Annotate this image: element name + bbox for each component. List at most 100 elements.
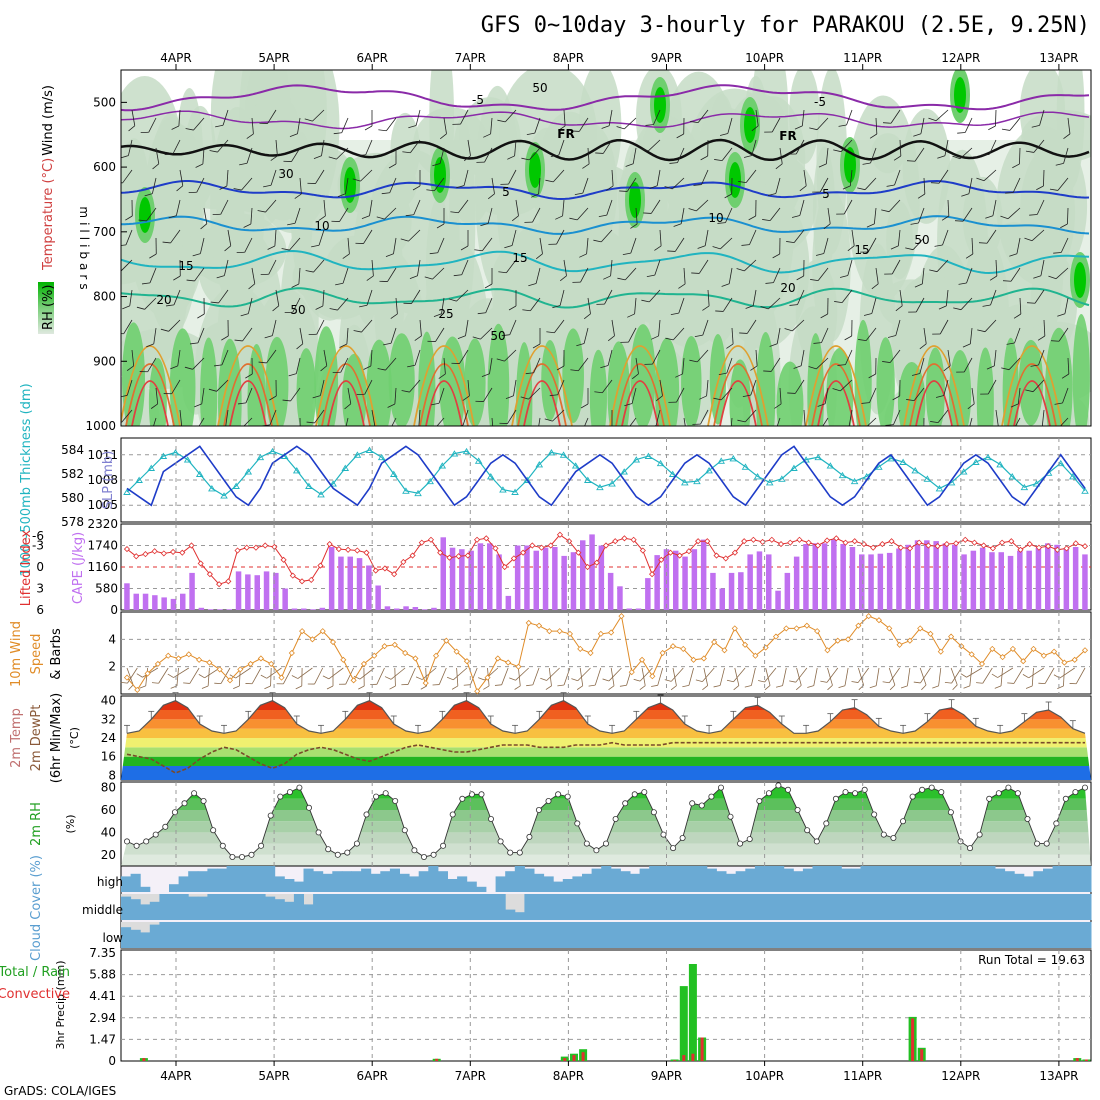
cape-bar (477, 543, 484, 610)
wind-barb (318, 199, 326, 221)
wind-barb-flag (569, 217, 578, 221)
surface-wind-barb-shaft (282, 667, 293, 685)
wind-barb-flag (438, 373, 446, 379)
wind-barb (388, 417, 397, 426)
rh-point (756, 798, 763, 805)
wind-barb-shaft (602, 139, 613, 154)
contour-label: 10 (314, 219, 329, 233)
rh-ytick: 40 (101, 825, 116, 839)
wind-barb-shaft (393, 237, 397, 254)
wind-barb-shaft (270, 169, 277, 186)
wind-barb-flag (1053, 252, 1062, 254)
wind-barb-shaft (1017, 387, 1021, 404)
contour-surface-lobe (719, 380, 757, 426)
wind-barb-flag (436, 223, 445, 229)
li-point (298, 578, 306, 585)
cloud-bar (1033, 871, 1044, 892)
wind-barb-shaft (966, 267, 973, 284)
wind-barb (1013, 297, 1022, 319)
cape-bar (505, 595, 512, 610)
cloud-bar (601, 922, 612, 948)
wind-barb-shaft (513, 379, 517, 396)
wind-barb (714, 147, 733, 162)
cape-bar (319, 607, 326, 610)
precip-conv-bar (682, 1055, 686, 1061)
wind-barb-flag (645, 124, 654, 126)
temp-band (121, 747, 1091, 757)
wind-barb (913, 117, 925, 137)
wind-barb-shaft (559, 289, 565, 306)
surface-wind-barb-shaft (938, 667, 942, 686)
cape-bar (161, 597, 167, 610)
wind-barb-flag (188, 428, 196, 435)
wind-barb-shaft (556, 229, 565, 245)
wind-barb (763, 357, 781, 372)
wind-barb-shaft (1067, 207, 1069, 225)
wind-barb-flag (627, 313, 635, 318)
cloud-bar (274, 922, 285, 948)
li-ytick: 3 (36, 582, 44, 596)
wind-ylabel-2: Speed (29, 634, 44, 675)
wind-barb (456, 169, 469, 189)
wind-barb (914, 267, 925, 288)
contour-freezing (121, 138, 1090, 162)
wind-barb-flag (664, 186, 673, 190)
wind-barb-flag (617, 277, 626, 281)
cloud-bar (505, 871, 516, 892)
cloud-bar (1033, 922, 1044, 948)
rh-point (928, 784, 935, 791)
cloud-bar (274, 899, 285, 920)
wind-barb-flag (810, 279, 819, 282)
cloud-bar (178, 876, 189, 892)
rh-shade-saturated (139, 197, 151, 233)
surface-wind-barb (1057, 667, 1065, 690)
wind-barb-flag (403, 302, 412, 304)
wind-barb-flag (620, 341, 629, 343)
cloud-bar (409, 894, 420, 920)
surface-wind-barb-flag (602, 678, 610, 682)
wind-barb-shaft (441, 297, 445, 314)
thickness-point (1081, 487, 1089, 494)
wind-barb-flag (239, 162, 248, 166)
wind-barb (138, 207, 157, 222)
rh-point (842, 789, 849, 796)
surface-wind-barb-flag (420, 685, 427, 690)
surface-wind-barb (151, 667, 169, 684)
wind-barb (559, 259, 567, 282)
wind-barb-shaft (220, 199, 229, 215)
rh-shade-column (122, 322, 145, 426)
wind-barb-flag (294, 193, 302, 199)
wind-barb-shaft (179, 409, 183, 426)
rh-point (785, 786, 792, 793)
cape-bar (886, 552, 893, 610)
wind-barb-shaft (467, 379, 470, 396)
wind-barb-flag (424, 276, 433, 280)
cloud-bar (841, 868, 852, 892)
wind-barb-shaft (131, 109, 136, 126)
thickness-point (935, 485, 944, 492)
wind-barb-flag (932, 333, 941, 335)
wind-barb (414, 319, 422, 341)
wind-barb-shaft (656, 169, 661, 186)
cape-bar (691, 549, 698, 610)
cloud-bar (207, 868, 218, 892)
rh-ytick: 20 (101, 848, 116, 862)
wind-barb-flag (409, 275, 418, 280)
cloud-bar (668, 922, 679, 948)
cloud-bar (860, 922, 871, 948)
thickness-point (571, 462, 580, 469)
wind-barb (1001, 357, 1021, 371)
thickness-point (984, 453, 992, 461)
wind-barb (550, 139, 565, 158)
temp-ylabel-2: 2m DewPt (29, 705, 44, 772)
date-label-top: 8APR (553, 51, 584, 65)
surface-wind-barb (994, 667, 1003, 689)
wind-barb (724, 177, 733, 199)
wind-barb (125, 199, 133, 221)
surface-wind-barb (913, 667, 931, 684)
wind-barb-shaft (121, 259, 133, 272)
surface-wind-barb-flag (446, 676, 454, 681)
wind-barb-shaft (969, 327, 973, 344)
cloud-bar (582, 894, 593, 920)
wind-barb (788, 139, 805, 155)
